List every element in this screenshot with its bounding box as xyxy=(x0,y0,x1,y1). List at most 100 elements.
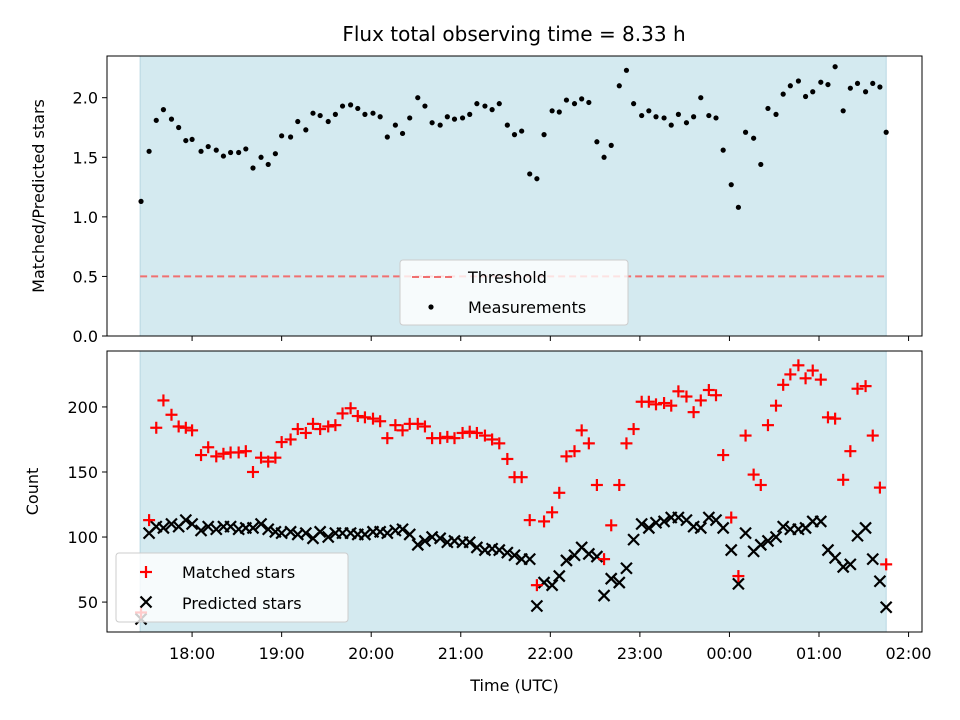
matched-star-point xyxy=(553,486,566,499)
measurement-point xyxy=(751,135,757,141)
matched-star-point xyxy=(344,402,357,415)
predicted-star-point xyxy=(844,558,857,571)
matched-star-point xyxy=(568,445,581,458)
measurement-point xyxy=(362,111,368,117)
matched-star-point xyxy=(739,429,752,442)
matched-star-point xyxy=(396,424,409,437)
x-tick-label: 18:00 xyxy=(169,644,215,663)
matched-star-point xyxy=(143,514,156,527)
predicted-star-point xyxy=(411,538,425,552)
measurement-point xyxy=(854,80,861,87)
matched-star-point xyxy=(560,450,573,463)
matched-star-point xyxy=(239,445,252,458)
predicted-star-point xyxy=(866,552,880,566)
legend-threshold-label: Threshold xyxy=(467,268,547,287)
measurement-point xyxy=(422,103,428,109)
matched-star-point xyxy=(299,426,312,439)
measurement-point xyxy=(279,133,285,139)
matched-star-point xyxy=(284,433,297,446)
matched-star-point xyxy=(389,419,402,432)
measurement-point xyxy=(310,110,316,116)
measurement-point xyxy=(325,118,331,125)
measurement-point xyxy=(377,114,383,120)
bottom-y-axis-ticks: 50 100 150 200 xyxy=(67,398,107,612)
legend-plus-mark xyxy=(140,566,152,578)
matched-star-point xyxy=(463,425,476,438)
matched-star-point xyxy=(336,407,349,420)
predicted-star-point xyxy=(560,554,573,567)
matched-star-point xyxy=(351,410,364,423)
predicted-star-point xyxy=(201,520,215,533)
measurement-point xyxy=(713,115,719,121)
matched-star-point xyxy=(329,419,342,432)
matched-stars-points xyxy=(135,359,893,619)
matched-star-point xyxy=(186,424,199,437)
measurement-point xyxy=(384,134,390,140)
predicted-star-point xyxy=(620,561,633,575)
predicted-star-point xyxy=(694,521,708,535)
bottom-x-axis-ticks: 18:00 19:00 20:00 21:00 22:00 23:00 00:00 01:00… xyxy=(169,632,932,663)
legend-measurement-symbol xyxy=(428,304,434,310)
measurement-point xyxy=(504,122,510,128)
measurement-point xyxy=(272,151,278,157)
matched-star-point xyxy=(255,451,268,464)
predicted-star-point xyxy=(224,520,237,533)
matched-star-point xyxy=(770,399,783,412)
matched-star-point xyxy=(761,419,774,432)
measurement-point xyxy=(482,103,488,109)
top-legend: Threshold Measurements xyxy=(399,259,629,326)
predicted-star-point xyxy=(879,601,893,614)
matched-star-point xyxy=(814,373,827,386)
matched-star-point xyxy=(179,421,192,434)
measurement-points xyxy=(138,64,889,210)
predicted-star-point xyxy=(769,530,783,544)
matched-star-point xyxy=(195,449,208,462)
measurement-point xyxy=(825,81,831,88)
measurement-point xyxy=(579,96,585,102)
legend-measurements-label: Measurements xyxy=(468,298,586,317)
measurement-point xyxy=(683,120,690,126)
top-axes-frame xyxy=(106,55,923,337)
measurement-point xyxy=(138,198,144,204)
x-tick-label: 02:00 xyxy=(886,644,932,663)
ratio-panel: 0.00.51.01.52.0 Matched/Predicted stars … xyxy=(29,55,923,346)
matched-star-point xyxy=(202,441,215,454)
matched-star-point xyxy=(747,468,760,481)
measurement-point xyxy=(265,161,271,168)
measurement-point xyxy=(556,109,562,115)
top-x-axis-ticks xyxy=(191,336,910,341)
matched-star-point xyxy=(613,478,626,491)
measurement-point xyxy=(586,99,592,106)
matched-star-point xyxy=(650,398,663,411)
x-tick-label: 23:00 xyxy=(617,644,663,663)
matched-star-point xyxy=(269,451,282,464)
matched-star-point xyxy=(598,553,611,566)
measurement-point xyxy=(623,67,630,73)
predicted-star-point xyxy=(470,541,484,554)
measurement-point xyxy=(616,83,622,89)
predicted-star-point xyxy=(873,574,887,588)
x-tick-label: 21:00 xyxy=(438,644,484,663)
matched-star-point xyxy=(627,423,640,436)
measurement-point xyxy=(742,129,749,135)
matched-star-point xyxy=(150,421,163,434)
measurement-point xyxy=(870,80,876,87)
measurement-point xyxy=(250,165,256,171)
matched-star-point xyxy=(575,424,588,437)
measurement-point xyxy=(877,84,883,90)
measurement-point xyxy=(668,122,674,128)
matched-star-point xyxy=(672,385,685,398)
predicted-star-point xyxy=(501,546,514,559)
matched-star-point xyxy=(523,514,536,527)
measurement-point xyxy=(527,171,533,177)
matched-star-point xyxy=(829,412,842,425)
measurement-point xyxy=(451,116,458,122)
predicted-star-point xyxy=(613,576,626,589)
matched-star-point xyxy=(754,478,767,491)
predicted-star-point xyxy=(396,522,409,536)
matched-star-point xyxy=(366,412,379,425)
matched-star-point xyxy=(478,429,491,442)
top-y-axis-ticks: 0.0 0.5 1.0 1.5 2.0 xyxy=(73,89,107,346)
matched-star-point xyxy=(538,515,551,528)
matched-star-point xyxy=(866,429,879,442)
